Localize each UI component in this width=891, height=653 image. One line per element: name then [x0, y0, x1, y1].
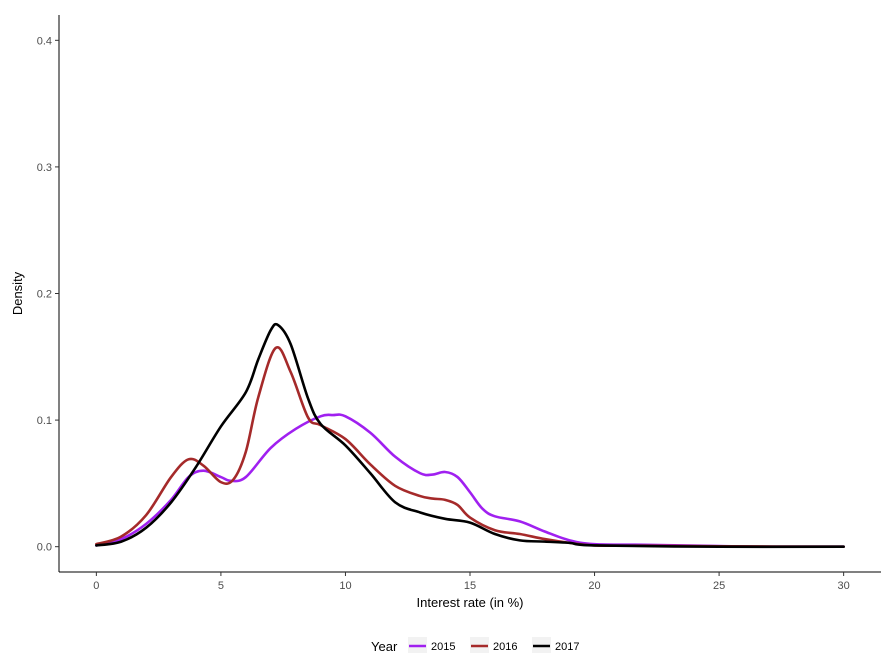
legend-items: 2015 2016 2017: [408, 637, 579, 653]
legend-label: 2015: [431, 641, 455, 653]
x-tick-label: 0: [93, 580, 99, 592]
x-tick-label: 10: [339, 580, 351, 592]
density-line-2017: [95, 322, 845, 549]
x-tick-label: 30: [838, 580, 850, 592]
legend-item-2015: 2015: [408, 637, 455, 653]
legend-item-2016: 2016: [470, 637, 517, 653]
legend-title: Year: [371, 639, 398, 653]
legend-label: 2016: [493, 641, 517, 653]
x-axis-title: Interest rate (in %): [417, 595, 524, 610]
y-tick-label: 0.1: [37, 415, 52, 427]
y-tick-label: 0.4: [37, 35, 52, 47]
plot-area: 0 5 10 15 20 25 30 0.0 0.1 0.2 0.3 0.4: [37, 15, 881, 592]
y-tick-label: 0.3: [37, 162, 52, 174]
legend-label: 2017: [555, 641, 579, 653]
x-tick-label: 25: [713, 580, 725, 592]
x-tick-label: 15: [464, 580, 476, 592]
x-axis-ticks: 0 5 10 15 20 25 30: [93, 572, 850, 592]
y-tick-label: 0.0: [37, 542, 52, 554]
legend-item-2017: 2017: [532, 637, 579, 653]
x-tick-label: 5: [218, 580, 224, 592]
x-tick-label: 20: [588, 580, 600, 592]
density-line-2015: [95, 413, 845, 549]
series-layer: [95, 322, 845, 549]
y-axis-title: Density: [10, 271, 25, 315]
y-axis-ticks: 0.0 0.1 0.2 0.3 0.4: [37, 35, 59, 554]
y-tick-label: 0.2: [37, 289, 52, 301]
legend: Year 2015 2016 2017: [371, 637, 579, 653]
